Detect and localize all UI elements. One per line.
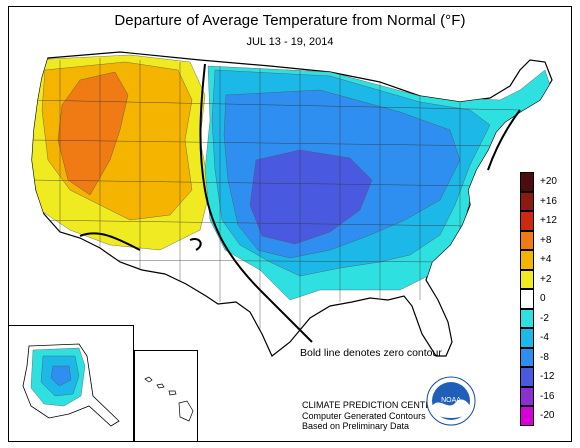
legend-swatch [520, 250, 534, 270]
hawaii-island-2 [156, 383, 165, 389]
map-title: Departure of Average Temperature from No… [114, 12, 466, 29]
legend-label: -12 [540, 371, 555, 382]
hawaii-inset [134, 350, 198, 442]
legend-label: -2 [540, 312, 549, 324]
legend-swatch [520, 211, 534, 231]
legend-swatch [520, 406, 534, 426]
credit-block: CLIMATE PREDICTION CENTER, NOAA Computer… [302, 400, 468, 432]
legend-swatch [520, 172, 534, 192]
legend-label: 0 [540, 293, 546, 304]
map-frame [8, 6, 572, 442]
legend-label: -8 [540, 351, 549, 363]
hawaii-island-3 [168, 390, 177, 396]
legend-swatch [520, 269, 534, 289]
legend-swatch [520, 289, 534, 309]
legend-label: +12 [540, 215, 557, 226]
state-borders [32, 58, 521, 330]
legend-label: -20 [540, 410, 555, 421]
legend-swatch [520, 386, 534, 406]
legend-label: +2 [540, 273, 552, 285]
legend-swatch [520, 230, 534, 250]
legend-swatch [520, 308, 534, 328]
alaska-inset [8, 325, 134, 442]
legend-swatch [520, 191, 534, 211]
credit-line-3: Based on Preliminary Data [302, 421, 410, 431]
credit-line-2: Computer Generated Contours [302, 410, 426, 421]
credit-line-1: CLIMATE PREDICTION CENTER, NOAA [302, 400, 469, 410]
region-minus12 [249, 149, 373, 245]
legend-label: +20 [540, 176, 557, 187]
legend-label: +16 [540, 195, 557, 207]
legend-swatch [520, 328, 534, 348]
zero-contour-note: Bold line denotes zero contour [300, 347, 442, 359]
legend-swatch [520, 347, 534, 367]
noaa-logo-text: NOAA [441, 397, 461, 404]
legend-label: +4 [540, 254, 552, 265]
alaska-region-minus8 [50, 365, 72, 387]
hawaii-island-4 [178, 400, 194, 422]
hawaii-map [144, 376, 194, 422]
legend-label: +8 [540, 234, 552, 246]
noaa-logo: NOAA [426, 376, 476, 426]
legend-swatch [520, 367, 534, 387]
noaa-logo-graphic: NOAA [426, 376, 476, 426]
legend: +20 +16 +12 +8 +4 +2 0 -2 -4 -8 -12 -16 -20 [520, 172, 570, 426]
legend-label: -4 [540, 332, 549, 343]
legend-label: -16 [540, 390, 555, 402]
map-subtitle: JUL 13 - 19, 2014 [246, 36, 334, 48]
zero-contours [79, 63, 521, 343]
alaska-map [22, 343, 120, 427]
hawaii-island-1 [144, 376, 153, 383]
